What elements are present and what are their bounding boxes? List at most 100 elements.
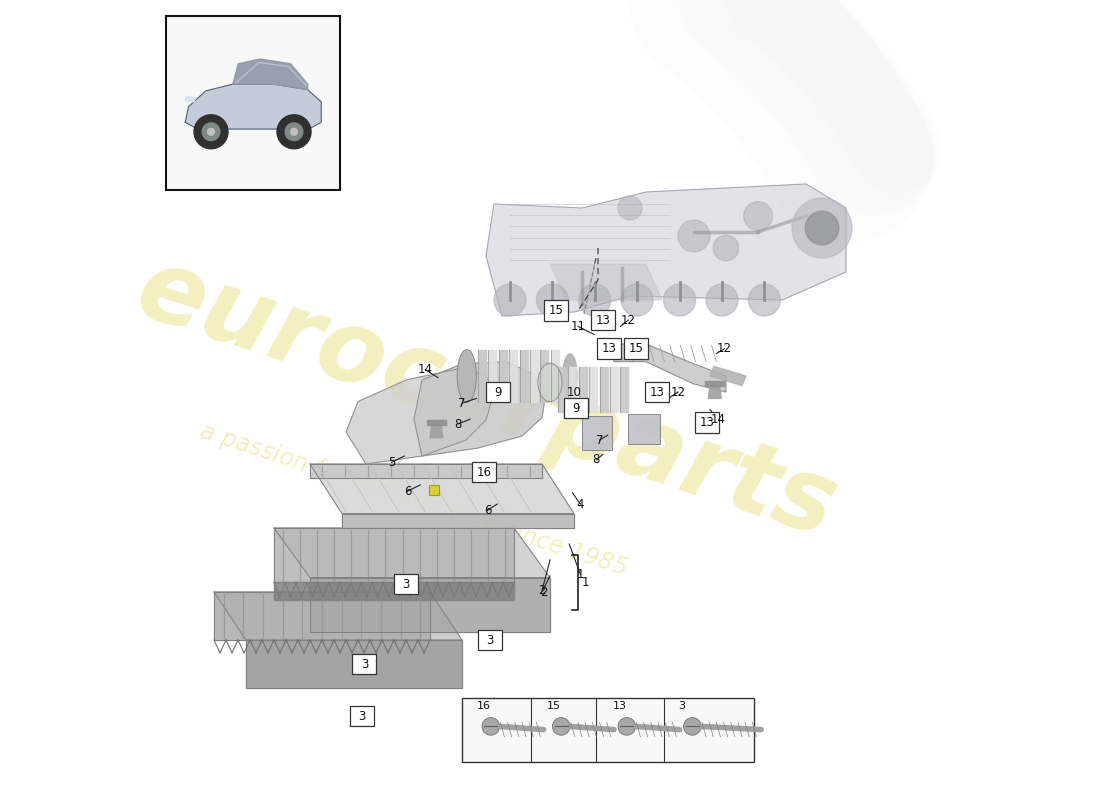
Ellipse shape [458, 352, 475, 400]
Bar [625, 338, 648, 359]
Ellipse shape [552, 718, 570, 735]
Text: 8: 8 [593, 454, 601, 466]
Polygon shape [310, 578, 550, 632]
Text: 6: 6 [404, 485, 411, 498]
Text: 10: 10 [566, 386, 582, 398]
Bar [486, 382, 510, 402]
Circle shape [290, 128, 297, 135]
Polygon shape [274, 528, 514, 582]
Circle shape [713, 235, 739, 261]
Text: 12: 12 [671, 386, 685, 398]
Ellipse shape [563, 354, 578, 398]
Text: 13: 13 [595, 314, 610, 326]
Text: 3: 3 [359, 710, 365, 722]
Bar [509, 350, 517, 402]
Bar [600, 367, 607, 412]
Text: 11: 11 [571, 320, 585, 333]
Bar [582, 416, 613, 450]
Polygon shape [486, 184, 846, 316]
Text: 3: 3 [678, 702, 685, 711]
Bar [646, 382, 669, 402]
Bar [350, 706, 374, 726]
Text: 15: 15 [549, 304, 564, 317]
Bar [478, 350, 486, 402]
Ellipse shape [805, 211, 839, 245]
Polygon shape [708, 386, 722, 398]
Text: eurocarparts: eurocarparts [124, 242, 848, 558]
Ellipse shape [706, 284, 738, 316]
Bar [579, 367, 586, 412]
Ellipse shape [748, 284, 780, 316]
Bar [462, 698, 754, 762]
Polygon shape [310, 464, 542, 478]
Bar [695, 412, 718, 433]
Text: a passion for performance since 1985: a passion for performance since 1985 [197, 419, 630, 581]
Polygon shape [185, 97, 196, 102]
Bar [610, 367, 618, 412]
Text: 1: 1 [576, 568, 584, 581]
Polygon shape [185, 84, 321, 129]
Text: 13: 13 [602, 342, 617, 355]
Text: 2: 2 [540, 586, 548, 598]
Bar [530, 350, 538, 402]
Text: 1: 1 [582, 576, 590, 589]
Polygon shape [550, 264, 662, 300]
Text: 16: 16 [476, 702, 491, 711]
Polygon shape [346, 368, 494, 464]
Ellipse shape [482, 718, 499, 735]
Polygon shape [710, 366, 746, 386]
Text: 13: 13 [650, 386, 664, 398]
Ellipse shape [792, 198, 852, 258]
Bar [544, 300, 569, 321]
Circle shape [744, 202, 772, 230]
Text: 13: 13 [613, 702, 626, 711]
Bar [569, 367, 576, 412]
Text: 14: 14 [418, 363, 432, 376]
Ellipse shape [494, 284, 526, 316]
Text: 3: 3 [361, 658, 368, 670]
Text: 3: 3 [403, 578, 409, 590]
Polygon shape [214, 592, 430, 640]
Text: 15: 15 [629, 342, 644, 355]
Text: 9: 9 [494, 386, 502, 398]
Polygon shape [214, 592, 462, 640]
Text: 15: 15 [547, 702, 561, 711]
Polygon shape [705, 381, 725, 386]
Polygon shape [342, 514, 574, 528]
Ellipse shape [618, 718, 636, 735]
Polygon shape [414, 362, 546, 456]
Bar [166, 16, 340, 190]
Bar [558, 367, 566, 412]
Circle shape [202, 123, 220, 141]
Polygon shape [246, 640, 462, 688]
Polygon shape [430, 425, 443, 438]
Text: 12: 12 [717, 342, 732, 355]
Text: 7: 7 [596, 434, 603, 446]
Bar [551, 350, 559, 402]
Ellipse shape [538, 363, 562, 402]
Polygon shape [427, 420, 446, 425]
Bar [591, 310, 615, 330]
Text: 7: 7 [459, 397, 465, 410]
Bar [478, 630, 502, 650]
Bar [597, 338, 622, 359]
Bar [563, 398, 587, 418]
Text: 12: 12 [620, 314, 636, 326]
Bar [540, 350, 549, 402]
Bar [352, 654, 376, 674]
Polygon shape [274, 582, 514, 600]
Bar [628, 414, 660, 444]
Text: 2: 2 [538, 584, 546, 597]
Ellipse shape [621, 284, 653, 316]
Bar [488, 350, 496, 402]
Text: 3: 3 [486, 634, 494, 646]
Text: 9: 9 [572, 402, 580, 414]
Ellipse shape [683, 718, 701, 735]
Polygon shape [233, 59, 308, 90]
Text: 13: 13 [700, 416, 714, 429]
Bar [620, 367, 628, 412]
Text: 4: 4 [576, 498, 584, 510]
Polygon shape [274, 528, 550, 578]
Circle shape [194, 114, 228, 149]
Circle shape [277, 114, 311, 149]
